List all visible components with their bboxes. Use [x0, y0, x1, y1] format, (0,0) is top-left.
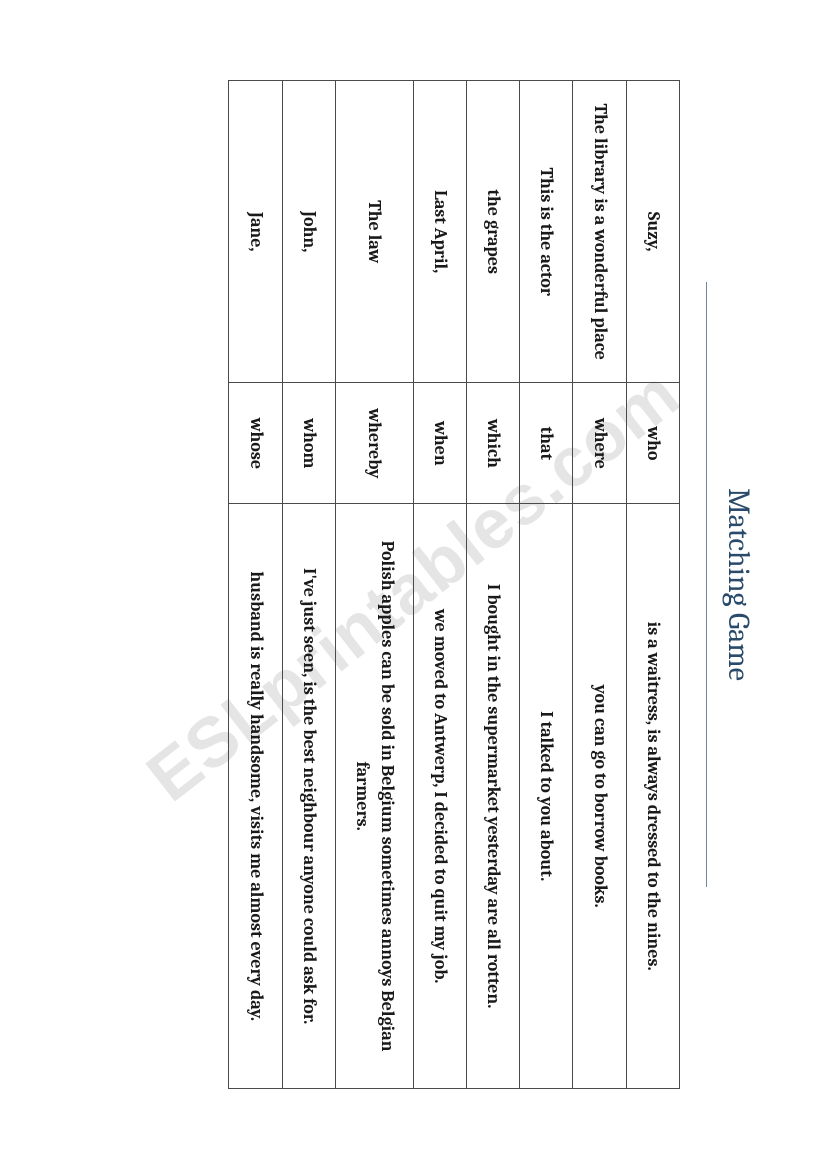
page: ESLprintables.com Matching Game Suzy, wh…	[0, 0, 826, 1169]
cell-right: I bought in the supermarket yesterday ar…	[466, 504, 519, 1089]
cell-right: I talked to you about.	[520, 504, 573, 1089]
table-row: This is the actor that I talked to you a…	[520, 81, 573, 1089]
matching-table: Suzy, who is a waitress, is always dress…	[228, 80, 680, 1089]
table-row: John, whom I've just seen, is the best n…	[282, 81, 335, 1089]
cell-left: Suzy,	[626, 81, 679, 383]
cell-middle: whereby	[335, 383, 413, 504]
cell-middle: whose	[229, 383, 282, 504]
cell-middle: where	[573, 383, 626, 504]
cell-left: Last April,	[413, 81, 466, 383]
cell-right: is a waitress, is always dressed to the …	[626, 504, 679, 1089]
title-underline	[706, 282, 707, 887]
table-row: Last April, when we moved to Antwerp, I …	[413, 81, 466, 1089]
cell-middle: which	[466, 383, 519, 504]
cell-middle: that	[520, 383, 573, 504]
table-row: The library is a wonderful place where y…	[573, 81, 626, 1089]
cell-left: This is the actor	[520, 81, 573, 383]
table-row: Jane, whose husband is really handsome, …	[229, 81, 282, 1089]
cell-left: Jane,	[229, 81, 282, 383]
cell-left: The law	[335, 81, 413, 383]
cell-right: Polish apples can be sold in Belgium som…	[335, 504, 413, 1089]
cell-middle: whom	[282, 383, 335, 504]
table-row: The law whereby Polish apples can be sol…	[335, 81, 413, 1089]
worksheet-sheet: Matching Game Suzy, who is a waitress, i…	[0, 0, 826, 1169]
table-row: the grapes which I bought in the superma…	[466, 81, 519, 1089]
cell-left: The library is a wonderful place	[573, 81, 626, 383]
cell-left: the grapes	[466, 81, 519, 383]
table-row: Suzy, who is a waitress, is always dress…	[626, 81, 679, 1089]
cell-left: John,	[282, 81, 335, 383]
cell-right: I've just seen, is the best neighbour an…	[282, 504, 335, 1089]
cell-right: we moved to Antwerp, I decided to quit m…	[413, 504, 466, 1089]
cell-right: husband is really handsome, visits me al…	[229, 504, 282, 1089]
cell-middle: when	[413, 383, 466, 504]
cell-middle: who	[626, 383, 679, 504]
cell-right: you can go to borrow books.	[573, 504, 626, 1089]
page-title: Matching Game	[721, 80, 756, 1089]
